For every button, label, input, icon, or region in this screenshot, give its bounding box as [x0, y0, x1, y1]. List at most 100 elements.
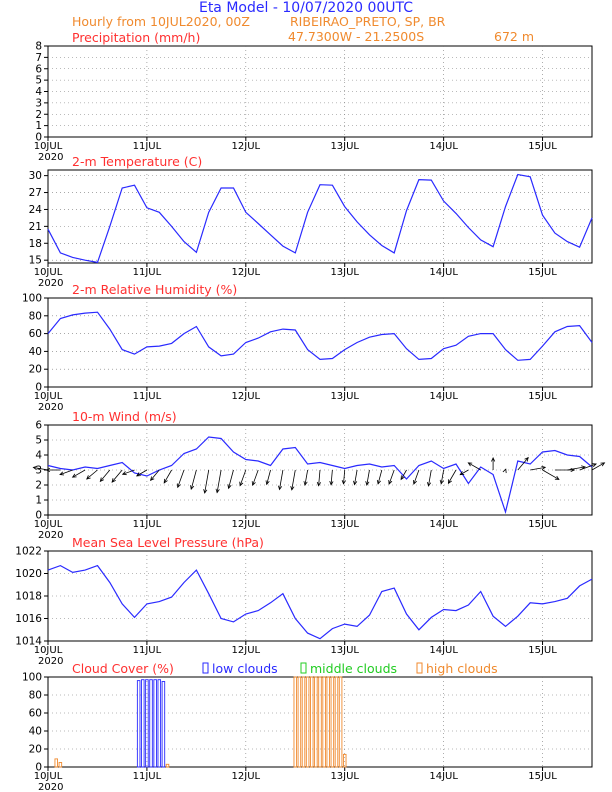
y-tick-label: 1022	[15, 546, 42, 558]
cloud-bar	[322, 676, 326, 768]
wind-arrow-head	[290, 485, 295, 491]
wind-arrow-head	[121, 471, 127, 476]
cloud-bar	[136, 680, 141, 768]
x-tick-label: 13JUL	[330, 267, 359, 278]
cloud-bar	[310, 676, 314, 768]
wind-arrow	[388, 469, 395, 485]
wind-arrow	[428, 469, 432, 487]
wind-arrow-head	[239, 481, 244, 487]
cloud-bar	[153, 679, 157, 768]
x-tick-label: 12JUL	[232, 391, 261, 402]
x-tick-label: 15JUL	[528, 391, 557, 402]
y-tick-label: 20	[29, 364, 42, 376]
cloud-bar	[305, 676, 310, 768]
wind-arrow-head	[365, 481, 370, 487]
series-line	[47, 173, 593, 264]
wind-arrow	[343, 469, 346, 484]
x-year-label: 2020	[38, 278, 63, 289]
wind-arrow	[190, 469, 197, 490]
legend-label: high clouds	[426, 661, 498, 676]
x-tick-label: 13JUL	[330, 645, 359, 656]
wind-arrow	[377, 469, 383, 485]
wind-arrow	[591, 462, 605, 471]
x-tick-label: 12JUL	[232, 267, 261, 278]
cloud-bar	[293, 676, 298, 768]
panel-title: 2-m Relative Humidity (%)	[72, 282, 237, 297]
wind-arrow	[448, 469, 457, 484]
wind-arrow	[266, 469, 271, 485]
y-tick-label: 1	[35, 120, 42, 132]
station-name: RIBEIRAO_PRETO, SP, BR	[290, 14, 446, 29]
y-tick-label: 1020	[15, 568, 42, 580]
x-tick-label: 10JUL	[34, 267, 63, 278]
wind-arrow-head	[600, 462, 606, 467]
legend-label: low clouds	[212, 661, 278, 676]
wind-arrow	[136, 469, 148, 477]
wind-arrow	[440, 469, 445, 484]
y-tick-label: 2	[35, 109, 42, 121]
x-tick-label: 13JUL	[330, 519, 359, 530]
y-tick-label: 0	[35, 510, 42, 522]
wind-arrow	[122, 469, 135, 475]
y-tick-label: 1018	[15, 591, 42, 603]
wind-arrow-head	[524, 456, 529, 462]
legend-swatch	[300, 662, 307, 674]
wind-arrow	[304, 469, 309, 486]
x-year-label: 2020	[38, 782, 63, 792]
y-tick-label: 4	[35, 450, 42, 462]
cloud-bar	[165, 763, 170, 768]
wind-arrow	[216, 469, 222, 493]
wind-arrow	[530, 466, 546, 471]
y-tick-label: 100	[22, 293, 42, 305]
y-tick-label: 6	[35, 420, 42, 432]
x-tick-label: 14JUL	[429, 141, 458, 152]
y-tick-label: 27	[29, 187, 42, 199]
wind-arrow-head	[413, 479, 417, 485]
y-tick-label: 15	[29, 255, 42, 267]
wind-arrow	[228, 469, 234, 489]
y-tick-label: 60	[29, 708, 42, 720]
cloud-bar	[145, 679, 149, 768]
y-tick-label: 2	[35, 480, 42, 492]
cloud-bar	[297, 676, 302, 768]
panel-frame	[47, 297, 593, 388]
x-tick-label: 13JUL	[330, 141, 359, 152]
wind-arrow-head	[541, 465, 547, 471]
wind-arrow-head	[400, 475, 405, 481]
panel-frame	[47, 676, 593, 768]
wind-arrow-head	[265, 480, 270, 486]
wind-arrow	[291, 469, 296, 491]
wind-arrow-head	[439, 479, 444, 485]
wind-arrow-head	[388, 479, 393, 485]
y-tick-label: 3	[35, 97, 42, 109]
wind-arrow-head	[554, 475, 560, 480]
y-tick-label: 20	[29, 744, 42, 756]
x-tick-label: 12JUL	[232, 141, 261, 152]
wind-arrow-head	[502, 468, 507, 474]
x-tick-label: 15JUL	[528, 519, 557, 530]
x-tick-label: 11JUL	[133, 519, 162, 530]
cloud-bar	[149, 679, 153, 768]
wind-arrow-head	[86, 475, 91, 480]
header: Eta Model - 10/07/2020 00UTC Hourly from…	[0, 0, 612, 43]
wind-arrow	[163, 469, 172, 484]
wind-arrow	[330, 469, 333, 485]
wind-arrow	[279, 469, 284, 490]
wind-arrow-head	[341, 480, 346, 485]
wind-arrow-head	[176, 483, 181, 489]
y-tick-label: 7	[35, 52, 42, 64]
wind-arrow	[33, 467, 49, 471]
x-tick-label: 15JUL	[528, 645, 557, 656]
wind-arrow-head	[45, 467, 51, 473]
y-tick-label: 5	[35, 75, 42, 87]
wind-arrow	[517, 457, 529, 471]
legend-label: middle clouds	[310, 661, 397, 676]
wind-arrow	[459, 469, 469, 476]
wind-arrow-head	[459, 471, 465, 476]
wind-arrow	[177, 469, 185, 488]
y-tick-label: 100	[22, 672, 42, 684]
wind-arrow	[400, 469, 407, 480]
y-tick-label: 21	[29, 221, 42, 233]
y-tick-label: 80	[29, 310, 42, 322]
